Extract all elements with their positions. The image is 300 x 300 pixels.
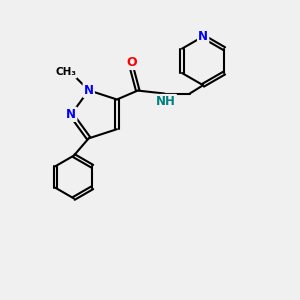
- Text: N: N: [84, 84, 94, 97]
- Text: N: N: [66, 108, 76, 121]
- Text: N: N: [198, 30, 208, 43]
- Text: O: O: [127, 56, 137, 69]
- Text: CH₃: CH₃: [55, 68, 76, 77]
- Text: NH: NH: [156, 95, 176, 108]
